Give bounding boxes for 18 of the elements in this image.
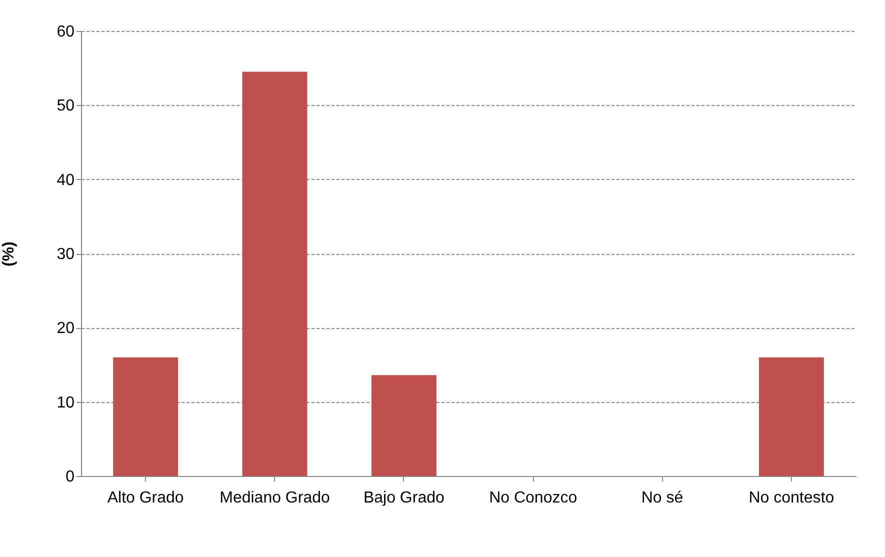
y-axis-title: (%) bbox=[0, 242, 18, 266]
bar bbox=[371, 375, 436, 476]
x-tick-label: No Conozco bbox=[489, 490, 578, 506]
y-tick-label: 60 bbox=[56, 24, 75, 40]
y-tick-label: 50 bbox=[56, 98, 75, 115]
x-tick-label: Bajo Grado bbox=[363, 490, 444, 506]
x-tick-label: No sé bbox=[641, 490, 684, 506]
x-tick-label: Mediano Grado bbox=[220, 490, 330, 506]
y-tick-label: 30 bbox=[56, 246, 75, 263]
y-tick-label: 20 bbox=[56, 320, 75, 338]
x-tick-label: Alto Grado bbox=[107, 490, 184, 506]
y-tick-label: 40 bbox=[56, 172, 75, 189]
y-tick-label: 10 bbox=[56, 394, 75, 412]
bar bbox=[758, 357, 824, 476]
bar bbox=[242, 72, 308, 476]
x-tick-label: No contesto bbox=[748, 490, 834, 506]
y-tick-label: 0 bbox=[66, 468, 75, 486]
bar bbox=[113, 357, 178, 476]
